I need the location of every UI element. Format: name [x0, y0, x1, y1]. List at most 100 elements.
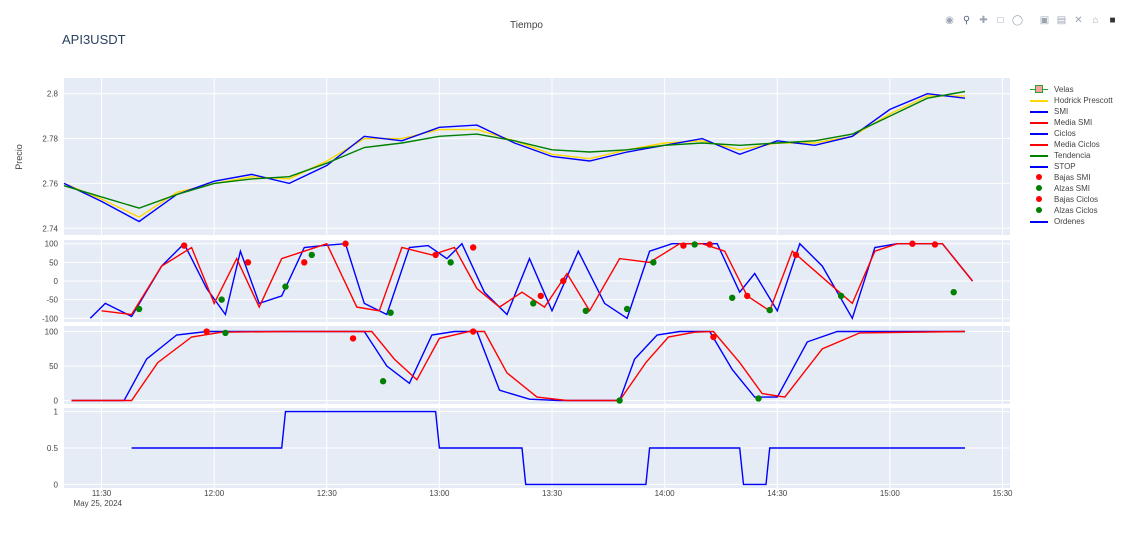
- alzas-smi-marker: [766, 306, 773, 314]
- plotly-logo-icon[interactable]: ■: [1109, 15, 1116, 26]
- media-smi-line: [101, 242, 974, 316]
- x-tick-label: 15:30: [992, 489, 1013, 498]
- x-tick-label: 14:00: [655, 489, 676, 498]
- alzas-ciclos-marker: [616, 397, 623, 404]
- y-tick-label: 1: [54, 408, 59, 417]
- camera-icon[interactable]: ◉: [945, 15, 954, 26]
- line-swatch-icon: [1030, 162, 1048, 171]
- y-tick-label: 0: [54, 277, 59, 286]
- panel-background: [64, 326, 1010, 404]
- legend-item[interactable]: Alzas SMI: [1030, 183, 1113, 194]
- alzas-smi-marker: [729, 294, 736, 301]
- legend-item[interactable]: Bajas SMI: [1030, 172, 1113, 183]
- bajas-smi-marker: [560, 277, 567, 285]
- zoom-in-icon[interactable]: ▣: [1039, 15, 1050, 26]
- alzas-smi-marker: [530, 300, 537, 307]
- alzas-smi-marker: [950, 288, 957, 296]
- alzas-smi-marker: [447, 259, 454, 266]
- zoom-out-icon[interactable]: ▤: [1056, 15, 1067, 26]
- legend-label: STOP: [1054, 162, 1076, 171]
- x-axis-title: Tiempo: [510, 20, 543, 31]
- line-swatch-icon: [1030, 118, 1048, 127]
- bajas-ciclos-marker: [349, 335, 357, 342]
- legend-label: Alzas Ciclos: [1054, 206, 1098, 215]
- bajas-smi-marker: [180, 242, 188, 249]
- legend-item[interactable]: Ordenes: [1030, 216, 1113, 227]
- y-tick-label: 100: [45, 240, 59, 249]
- autoscale-icon[interactable]: ✕: [1074, 15, 1083, 26]
- panel-ordenes: 00.51: [47, 408, 1010, 489]
- alzas-smi-marker: [135, 305, 143, 313]
- x-tick-label: 11:30: [92, 489, 112, 498]
- x-tick-label: 13:00: [429, 489, 450, 498]
- legend-item[interactable]: STOP: [1030, 161, 1113, 172]
- alzas-smi-marker: [387, 309, 394, 316]
- legend-label: Hodrick Prescott: [1054, 96, 1113, 105]
- legend-item[interactable]: Hodrick Prescott: [1030, 95, 1113, 106]
- y-tick-label: 0: [54, 480, 59, 489]
- chart-title: API3USDT: [62, 32, 126, 47]
- legend-item[interactable]: Bajas Ciclos: [1030, 194, 1113, 205]
- bajas-ciclos-marker: [469, 328, 477, 335]
- legend-label: Ciclos: [1054, 129, 1076, 138]
- modebar: ◉ ⚲ ✚ □ ◯ ▣ ▤ ✕ ⌂ ■: [943, 14, 1119, 27]
- legend-label: Media Ciclos: [1054, 140, 1100, 149]
- alzas-smi-marker: [282, 283, 289, 290]
- lasso-icon[interactable]: ◯: [1011, 15, 1024, 26]
- y-tick-label: -100: [42, 314, 59, 323]
- zoom-icon[interactable]: ⚲: [962, 15, 971, 26]
- legend-item[interactable]: Tendencia: [1030, 150, 1113, 161]
- panel-background: [64, 78, 1010, 235]
- legend-item[interactable]: Media Ciclos: [1030, 139, 1113, 150]
- bajas-smi-marker: [537, 292, 544, 300]
- x-tick-label: 12:00: [204, 489, 225, 498]
- line-swatch-icon: [1030, 217, 1048, 226]
- bajas-ciclos-marker: [203, 328, 210, 335]
- legend-label: Bajas SMI: [1054, 173, 1091, 182]
- line-swatch-icon: [1030, 129, 1048, 138]
- alzas-smi-marker: [691, 241, 698, 248]
- bajas-smi-marker: [301, 259, 308, 266]
- tendencia-line: [63, 90, 966, 209]
- legend-item[interactable]: Media SMI: [1030, 117, 1113, 128]
- legend-item[interactable]: SMI: [1030, 106, 1113, 117]
- x-tick-label: 15:00: [880, 489, 901, 498]
- line-swatch-icon: [1030, 151, 1048, 160]
- bajas-smi-marker: [244, 259, 252, 266]
- y-tick-label: 0.5: [47, 444, 59, 453]
- bajas-smi-marker: [744, 292, 751, 300]
- legend: Velas Hodrick Prescott SMI Media SMI Ciclos M…: [1030, 84, 1113, 227]
- pan-icon[interactable]: ✚: [979, 15, 988, 26]
- marker-swatch-icon: [1030, 184, 1048, 193]
- smi-line: [63, 92, 966, 223]
- y-tick-label: -50: [46, 296, 58, 305]
- alzas-smi-marker: [650, 259, 657, 266]
- media-ciclos-line: [71, 330, 966, 402]
- y-tick-label: 2.74: [42, 224, 58, 233]
- y-tick-label: 2.76: [42, 179, 58, 188]
- bajas-smi-marker: [909, 240, 916, 247]
- legend-label: Velas: [1054, 85, 1074, 94]
- smi-line: [89, 242, 974, 321]
- legend-label: SMI: [1054, 107, 1069, 116]
- bajas-smi-marker: [469, 244, 477, 251]
- alzas-ciclos-marker: [222, 329, 229, 337]
- line-swatch-icon: [1030, 107, 1048, 116]
- panel-price: 2.74 2.76 2.78 2.8: [42, 78, 1010, 235]
- marker-swatch-icon: [1030, 206, 1048, 215]
- legend-label: Ordenes: [1054, 217, 1085, 226]
- alzas-smi-marker: [308, 251, 315, 259]
- y-tick-label: 50: [49, 258, 58, 267]
- bajas-smi-marker: [706, 241, 713, 248]
- legend-item[interactable]: Ciclos: [1030, 128, 1113, 139]
- legend-item[interactable]: Velas: [1030, 84, 1113, 95]
- legend-item[interactable]: Alzas Ciclos: [1030, 205, 1113, 216]
- legend-label: Bajas Ciclos: [1054, 195, 1099, 204]
- bajas-ciclos-marker: [710, 333, 717, 341]
- line-swatch-icon: [1030, 96, 1048, 105]
- box-select-icon[interactable]: □: [997, 15, 1004, 26]
- reset-icon[interactable]: ⌂: [1092, 15, 1099, 26]
- y-tick-label: 0: [54, 397, 59, 406]
- bajas-smi-marker: [342, 240, 349, 247]
